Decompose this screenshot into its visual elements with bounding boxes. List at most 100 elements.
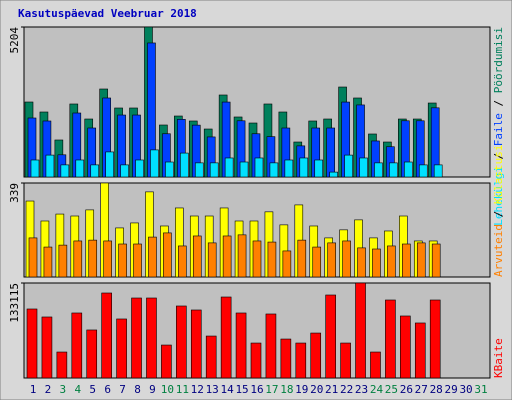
bar — [131, 297, 142, 379]
legend-entry: Arvuteid — [492, 224, 505, 277]
x-tick-label: 28 — [430, 383, 443, 396]
x-tick-label: 11 — [176, 383, 189, 396]
legend-separator: / — [492, 204, 505, 224]
bar — [118, 243, 127, 278]
legend-entry: KBaite — [492, 338, 505, 378]
x-tick-label: 16 — [250, 383, 263, 396]
bar — [163, 232, 172, 278]
bar — [45, 154, 55, 178]
bar — [344, 154, 353, 178]
bar — [205, 335, 217, 379]
bar — [209, 162, 219, 178]
legend-separator: / — [492, 93, 505, 113]
bar — [135, 159, 144, 178]
x-tick-label: 24 — [370, 383, 384, 396]
x-tick-label: 6 — [104, 383, 111, 396]
x-tick-label: 1 — [30, 383, 37, 396]
bar — [105, 151, 114, 178]
legend-entry: Faile — [492, 113, 505, 146]
bar — [370, 351, 381, 379]
bar — [295, 342, 307, 379]
bar — [252, 240, 262, 278]
bar — [327, 242, 336, 278]
x-tick-label: 18 — [280, 383, 293, 396]
bar — [297, 239, 307, 278]
bar — [418, 164, 428, 178]
x-tick-label: 12 — [191, 383, 204, 396]
x-tick-label: 13 — [206, 383, 219, 396]
bar — [71, 312, 83, 379]
bar — [116, 318, 127, 379]
x-tick-label: 14 — [221, 383, 235, 396]
bar — [239, 161, 249, 178]
bar — [416, 242, 426, 278]
bar — [90, 164, 100, 178]
x-tick-label: 5 — [89, 383, 96, 396]
x-tick-label: 4 — [74, 383, 81, 396]
bar — [359, 157, 368, 178]
bar — [429, 299, 441, 379]
x-tick-label: 15 — [235, 383, 248, 396]
x-tick-label: 7 — [119, 383, 126, 396]
bar — [342, 240, 351, 278]
bar — [58, 244, 68, 278]
chart-title: Kasutuspäevad Veebruar 2018 — [18, 7, 197, 20]
bar — [190, 309, 202, 379]
bar — [357, 247, 366, 278]
bar — [314, 159, 324, 178]
y-tick-label: 133115 — [8, 283, 21, 323]
bar — [194, 162, 204, 178]
bar — [120, 164, 129, 178]
legend: Lehekülgi / Faile / Pöördumisi — [492, 27, 505, 226]
bar — [400, 315, 411, 379]
legend-entry: Lehekülgi — [492, 166, 505, 226]
x-tick-label: 21 — [325, 383, 338, 396]
x-tick-label: 26 — [400, 383, 413, 396]
bar — [250, 342, 262, 379]
x-tick-label: 10 — [161, 383, 174, 396]
bar — [414, 322, 426, 379]
bar — [56, 351, 68, 379]
bar — [355, 282, 366, 379]
x-tick-label: 27 — [415, 383, 428, 396]
bar — [280, 338, 292, 379]
bar — [224, 157, 234, 178]
bar — [73, 240, 83, 278]
y-tick-label: 339 — [8, 183, 21, 203]
bar — [103, 240, 112, 278]
x-tick-label: 2 — [45, 383, 52, 396]
bar — [146, 297, 157, 379]
legend-entry: Pöördumisi — [492, 27, 505, 93]
bar — [86, 329, 98, 379]
bar — [299, 157, 309, 178]
bar — [222, 235, 232, 278]
bar — [267, 241, 277, 278]
bar — [28, 237, 38, 278]
bar — [372, 248, 381, 278]
x-tick-label: 8 — [134, 383, 141, 396]
bar — [385, 299, 396, 379]
x-tick-label: 19 — [295, 383, 308, 396]
bar — [326, 127, 335, 178]
bar — [237, 234, 247, 278]
x-tick-label: 30 — [459, 383, 472, 396]
x-tick-label: 3 — [60, 383, 67, 396]
bar — [282, 250, 292, 278]
bar — [269, 162, 279, 178]
bar — [26, 308, 38, 379]
bar — [75, 159, 85, 178]
bar — [325, 294, 336, 379]
bar — [235, 312, 247, 379]
bar — [30, 159, 40, 178]
x-tick-label: 9 — [149, 383, 156, 396]
x-tick-label: 17 — [265, 383, 278, 396]
bar — [431, 243, 441, 278]
bar — [178, 245, 187, 278]
bar — [220, 296, 232, 379]
x-tick-label: 22 — [340, 383, 353, 396]
bar — [161, 344, 172, 379]
bar — [180, 152, 189, 178]
x-tick-label: 23 — [355, 383, 368, 396]
bar — [310, 332, 322, 379]
